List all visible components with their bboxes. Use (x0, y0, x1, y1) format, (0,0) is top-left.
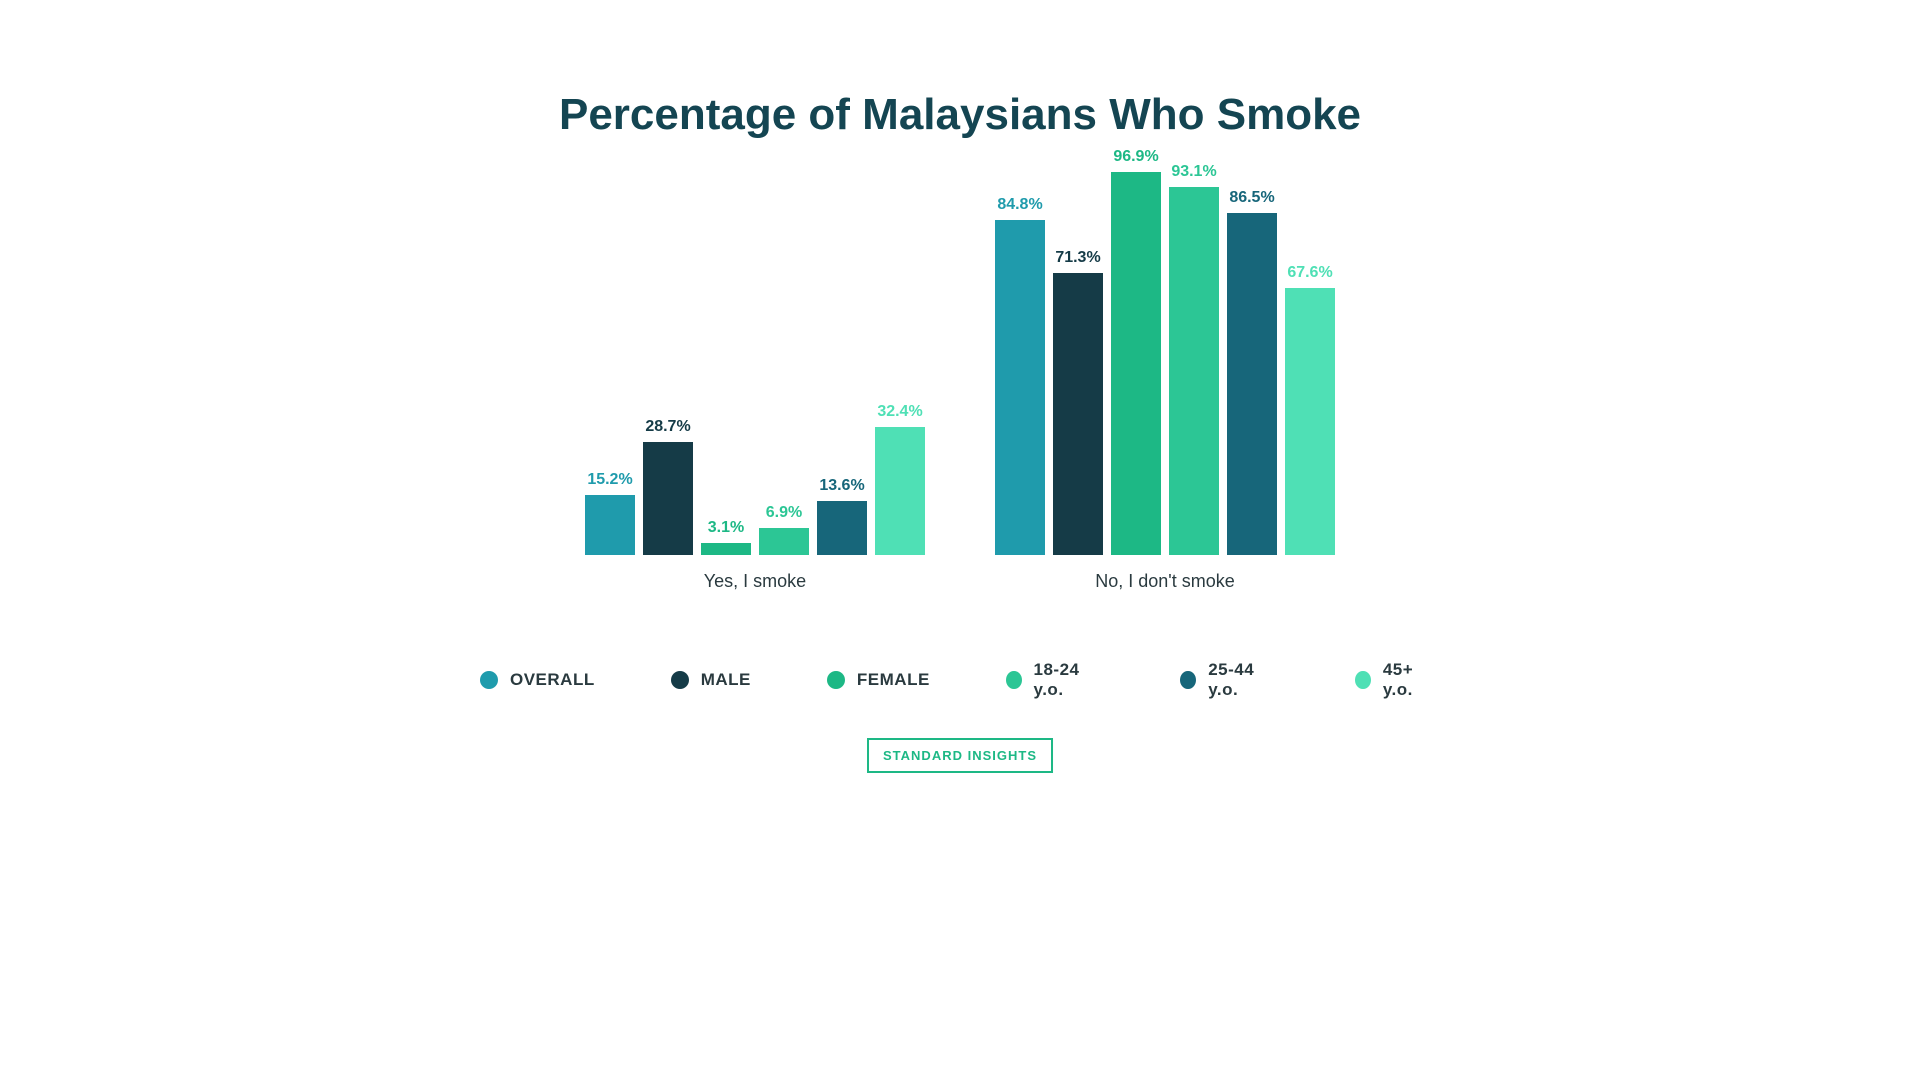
bar-value-label: 6.9% (766, 504, 802, 522)
legend-dot-icon (480, 671, 498, 689)
bar-row: 84.8%71.3%96.9%93.1%86.5%67.6% (995, 160, 1335, 555)
category-label-no: No, I don't smoke (1095, 571, 1235, 592)
bar-value-label: 71.3% (1055, 249, 1100, 267)
bar-yes-female: 3.1% (701, 519, 751, 555)
bar-no-a1824: 93.1% (1169, 163, 1219, 555)
bar-rect (1053, 273, 1103, 555)
bar-rect (1227, 213, 1277, 555)
bar-value-label: 86.5% (1229, 189, 1274, 207)
bar-value-label: 84.8% (997, 196, 1042, 214)
bar-rect (1285, 288, 1335, 555)
bar-rect (1111, 172, 1161, 555)
bar-value-label: 3.1% (708, 519, 744, 537)
chart-group-yes: 15.2% 28.7% 3.1% 6.9% 13.6% 32.4% Yes, I smoke (585, 160, 925, 592)
bar-rect (643, 442, 693, 555)
legend-label: OVERALL (510, 670, 595, 690)
bar-value-label: 32.4% (877, 403, 922, 421)
bar-rect (759, 528, 809, 555)
bar-yes-a1824: 6.9% (759, 504, 809, 555)
legend-dot-icon (1180, 671, 1196, 689)
bar-value-label: 93.1% (1171, 163, 1216, 181)
category-label-yes: Yes, I smoke (704, 571, 806, 592)
legend-label: 45+ y.o. (1383, 660, 1440, 700)
bar-rect (817, 501, 867, 555)
bar-rect (995, 220, 1045, 555)
legend-dot-icon (1355, 671, 1371, 689)
bar-yes-overall: 15.2% (585, 471, 635, 555)
legend-dot-icon (1006, 671, 1022, 689)
legend-label: MALE (701, 670, 751, 690)
legend-label: 18-24 y.o. (1034, 660, 1105, 700)
legend-item-male: MALE (671, 670, 751, 690)
bar-no-male: 71.3% (1053, 249, 1103, 555)
chart-title: Percentage of Malaysians Who Smoke (559, 90, 1361, 140)
bar-no-female: 96.9% (1111, 148, 1161, 555)
bar-no-overall: 84.8% (995, 196, 1045, 555)
legend-label: FEMALE (857, 670, 930, 690)
bar-no-a45: 67.6% (1285, 264, 1335, 555)
legend-item-a1824: 18-24 y.o. (1006, 660, 1105, 700)
bar-row: 15.2% 28.7% 3.1% 6.9% 13.6% 32.4% (585, 160, 925, 555)
chart-area: 15.2% 28.7% 3.1% 6.9% 13.6% 32.4% Yes, I smoke… (585, 160, 1335, 592)
bar-value-label: 67.6% (1287, 264, 1332, 282)
brand-badge: STANDARD INSIGHTS (867, 738, 1053, 773)
bar-yes-a2544: 13.6% (817, 477, 867, 555)
bar-value-label: 13.6% (819, 477, 864, 495)
legend-item-a2544: 25-44 y.o. (1180, 660, 1279, 700)
bar-value-label: 96.9% (1113, 148, 1158, 166)
legend-item-female: FEMALE (827, 670, 930, 690)
bar-yes-a45: 32.4% (875, 403, 925, 555)
bar-rect (585, 495, 635, 555)
bar-value-label: 15.2% (587, 471, 632, 489)
bar-value-label: 28.7% (645, 418, 690, 436)
bar-rect (701, 543, 751, 555)
legend-dot-icon (827, 671, 845, 689)
legend-item-a45: 45+ y.o. (1355, 660, 1440, 700)
legend-dot-icon (671, 671, 689, 689)
legend-label: 25-44 y.o. (1208, 660, 1279, 700)
bar-rect (1169, 187, 1219, 555)
bar-no-a2544: 86.5% (1227, 189, 1277, 555)
legend: OVERALL MALE FEMALE 18-24 y.o. 25-44 y.o. 45+… (480, 660, 1440, 700)
legend-item-overall: OVERALL (480, 670, 595, 690)
bar-yes-male: 28.7% (643, 418, 693, 555)
bar-rect (875, 427, 925, 555)
chart-group-no: 84.8%71.3%96.9%93.1%86.5%67.6%No, I don'… (995, 160, 1335, 592)
